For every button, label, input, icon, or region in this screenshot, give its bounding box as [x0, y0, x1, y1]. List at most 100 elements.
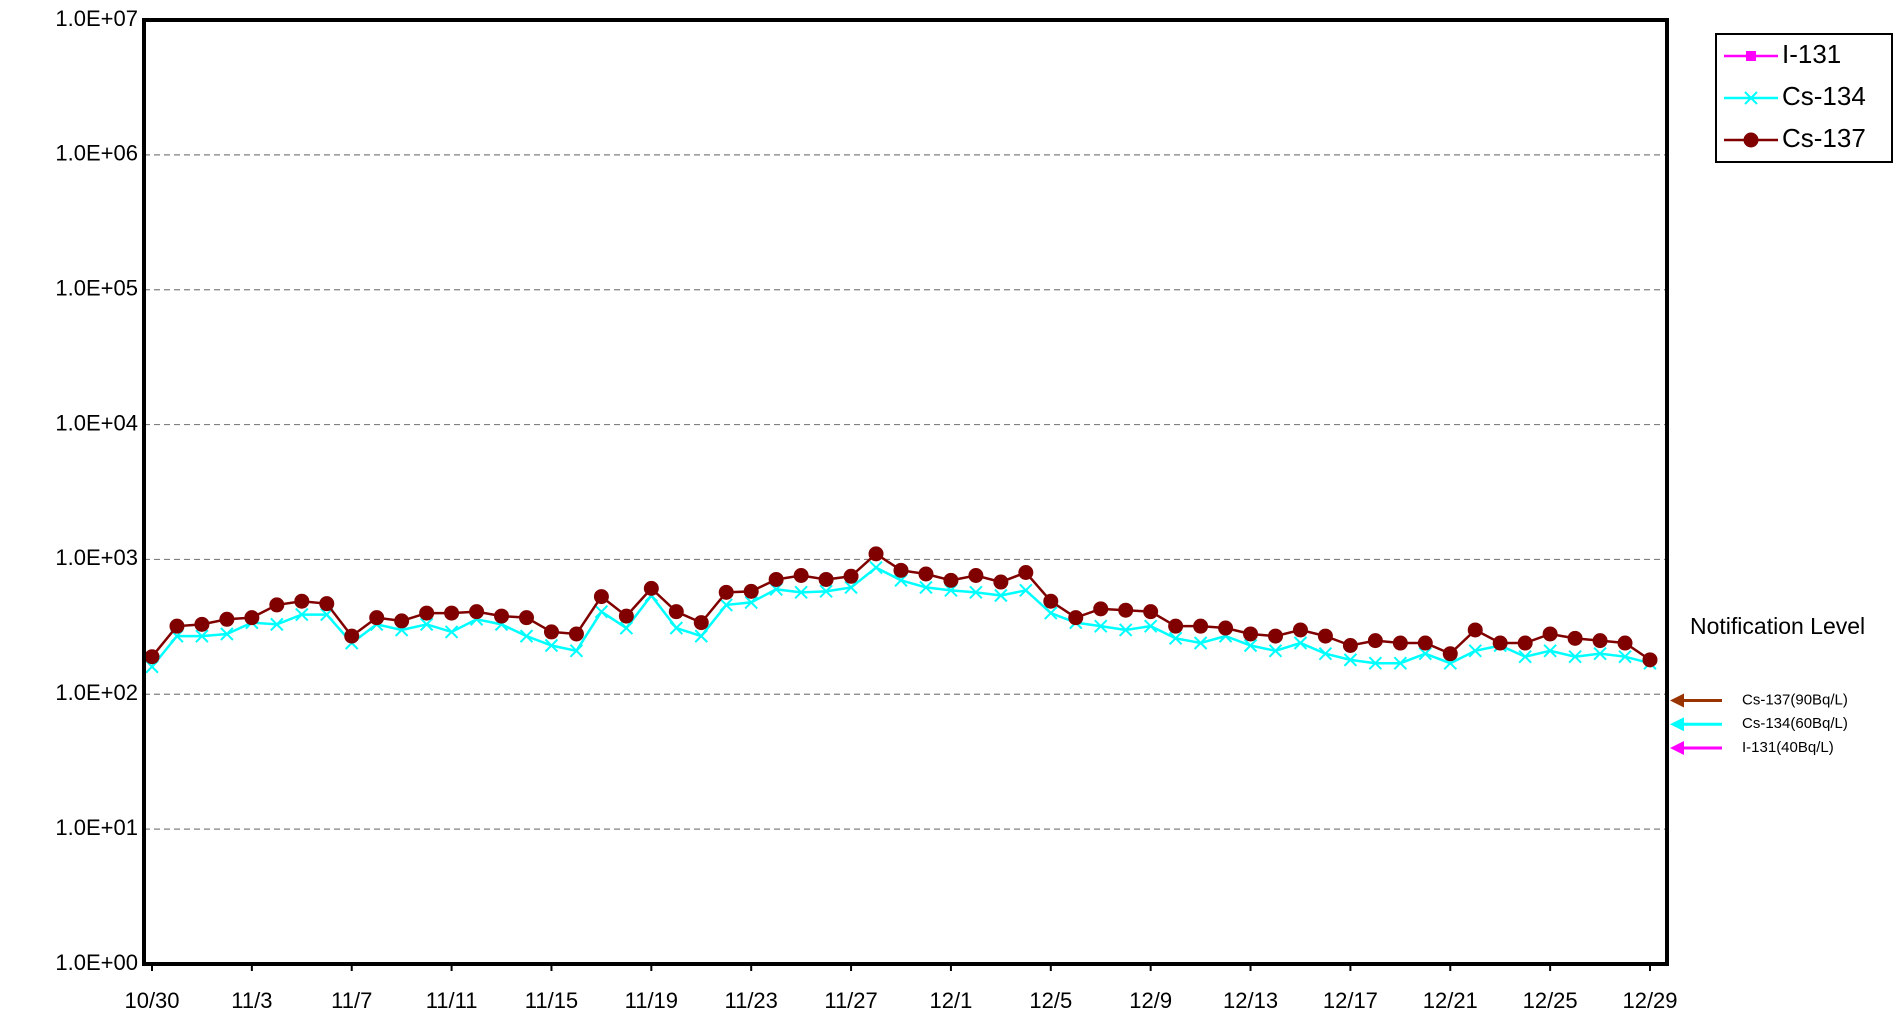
point [369, 610, 385, 626]
point [1743, 132, 1759, 148]
point [719, 598, 733, 612]
point [594, 604, 609, 619]
point [1143, 619, 1158, 633]
point [794, 585, 808, 600]
point [244, 610, 260, 626]
point [444, 605, 460, 621]
point [543, 624, 559, 640]
point [919, 580, 933, 595]
point [519, 610, 534, 626]
point [1467, 622, 1483, 638]
x-tick-label: 12/1 [930, 988, 973, 1013]
plot-frame [142, 18, 1669, 966]
level-arrowhead [1670, 740, 1684, 755]
x-tick-label: 12/29 [1622, 988, 1677, 1013]
y-tick-label: 1.0E+03 [55, 545, 138, 570]
point [294, 593, 310, 609]
point [1517, 635, 1533, 651]
point [1418, 646, 1433, 661]
point [993, 574, 1009, 590]
x-tick-label: 12/25 [1523, 988, 1578, 1013]
point [568, 626, 584, 642]
point [195, 629, 209, 643]
point [1243, 626, 1259, 642]
point [519, 629, 534, 643]
x-tick-label: 11/23 [724, 988, 777, 1013]
point [269, 597, 285, 613]
point [169, 618, 185, 634]
x-tick-label: 12/5 [1029, 988, 1072, 1013]
point [1143, 604, 1159, 620]
point [744, 595, 758, 610]
x-tick-label: 11/3 [231, 988, 272, 1013]
point [1592, 633, 1608, 649]
point [1118, 602, 1134, 618]
y-tick-label: 1.0E+00 [55, 950, 138, 975]
point [1442, 646, 1458, 662]
legend-label: Cs-134 [1782, 81, 1866, 111]
point [1292, 622, 1308, 638]
point [1318, 646, 1333, 661]
point [643, 580, 659, 596]
y-tick-label: 1.0E+01 [55, 815, 138, 840]
point [270, 617, 284, 632]
point [1218, 620, 1234, 636]
point [295, 607, 309, 622]
level-arrowhead [1670, 717, 1684, 732]
point [768, 571, 784, 587]
point [1068, 610, 1084, 626]
point [1268, 628, 1283, 644]
point [319, 596, 335, 612]
x-tick-label: 11/27 [824, 988, 877, 1013]
point [1293, 636, 1308, 650]
point [694, 629, 708, 643]
y-tick-label: 1.0E+05 [55, 276, 138, 301]
point [444, 625, 459, 639]
point [718, 584, 734, 600]
point [419, 617, 434, 632]
point [1094, 619, 1108, 633]
point [219, 611, 235, 627]
point [693, 615, 709, 631]
point [144, 649, 160, 665]
x-tick-label: 12/21 [1423, 988, 1478, 1013]
point [344, 628, 360, 644]
point [194, 616, 210, 632]
point [1392, 635, 1408, 651]
point [1343, 653, 1358, 667]
point [844, 580, 858, 595]
point [1118, 623, 1133, 637]
point [1044, 606, 1058, 620]
point [494, 608, 510, 624]
point [668, 604, 684, 620]
point [1618, 649, 1632, 664]
point [1193, 618, 1209, 634]
point [469, 604, 485, 620]
point [669, 621, 684, 635]
y-tick-label: 1.0E+07 [55, 6, 138, 31]
point [943, 572, 959, 588]
legend-label: I-131 [1782, 39, 1841, 69]
point [619, 621, 634, 635]
legend-label: Cs-137 [1782, 123, 1866, 153]
point [1317, 628, 1333, 644]
point [1019, 583, 1033, 598]
point [1468, 644, 1482, 658]
notification-title: Notification Level [1690, 613, 1865, 639]
point [1367, 633, 1383, 649]
point [868, 546, 884, 562]
y-tick-label: 1.0E+04 [55, 410, 138, 435]
point [1268, 644, 1283, 658]
point [818, 571, 834, 587]
x-tick-label: 11/19 [625, 988, 678, 1013]
level-arrowhead [1670, 693, 1684, 708]
level-label: I-131(40Bq/L) [1742, 739, 1834, 756]
y-tick-label: 1.0E+06 [55, 141, 138, 166]
point [918, 566, 934, 582]
y-tick-label: 1.0E+02 [55, 680, 138, 705]
point [419, 605, 435, 621]
point [618, 608, 634, 624]
point [1617, 635, 1633, 651]
point [1018, 564, 1034, 580]
